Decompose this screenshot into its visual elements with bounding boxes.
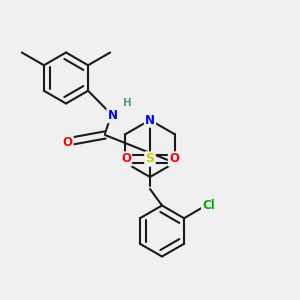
- Text: H: H: [123, 98, 132, 109]
- Text: O: O: [169, 152, 179, 166]
- Text: O: O: [121, 152, 131, 166]
- Text: Cl: Cl: [202, 199, 215, 212]
- Text: N: N: [107, 109, 118, 122]
- Text: N: N: [145, 113, 155, 127]
- Text: O: O: [62, 136, 73, 149]
- Text: S: S: [146, 152, 154, 166]
